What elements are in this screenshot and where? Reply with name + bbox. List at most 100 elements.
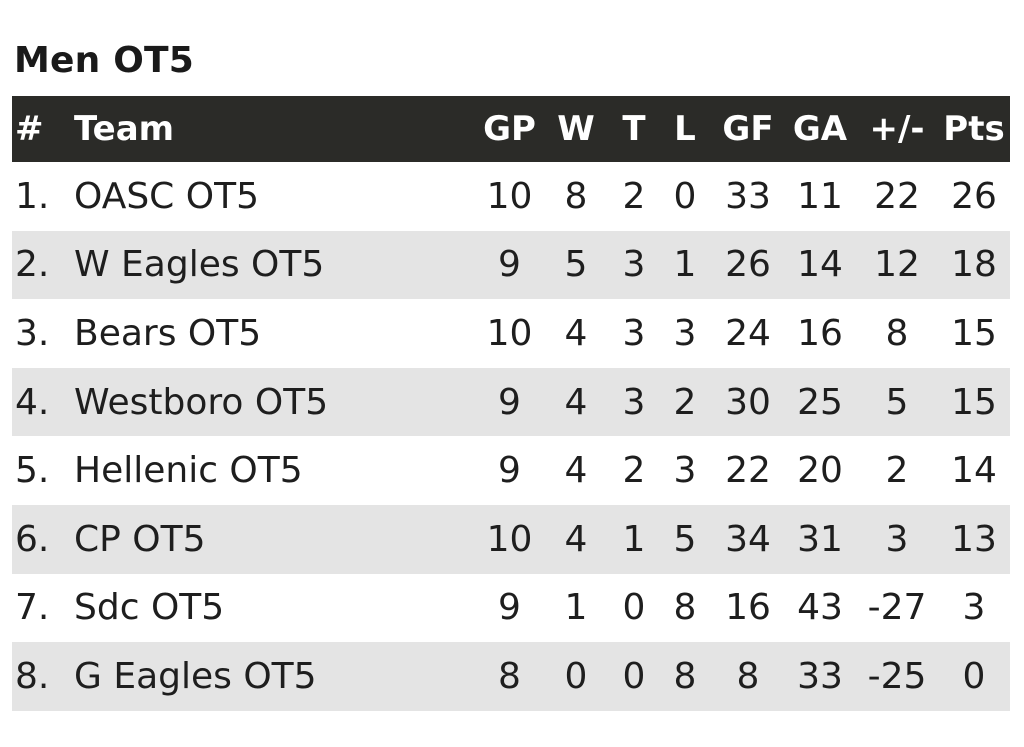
diff-cell: 3 <box>856 504 938 574</box>
t-cell: 0 <box>622 587 646 629</box>
diff-cell: 2 <box>885 450 909 492</box>
gp-cell: 8 <box>477 642 542 711</box>
pts-cell: 0 <box>938 642 1010 711</box>
table-row: 6. CP OT5 10 4 1 5 34 31 3 13 <box>12 504 1010 574</box>
column-header-w[interactable]: W <box>542 96 610 162</box>
rank-cell: 8. <box>12 642 72 711</box>
l-cell: 3 <box>673 450 697 492</box>
ga-cell: 14 <box>784 230 856 300</box>
gp-cell: 10 <box>486 312 533 354</box>
ga-cell: 11 <box>797 175 843 217</box>
column-header-gf[interactable]: GF <box>712 96 784 162</box>
diff-cell: 22 <box>874 175 920 217</box>
rank-cell: 5. <box>15 450 50 492</box>
pts-cell: 18 <box>938 230 1010 300</box>
column-header-l[interactable]: L <box>658 96 712 162</box>
column-header-diff[interactable]: +/- <box>856 96 938 162</box>
t-cell: 1 <box>610 504 658 574</box>
w-cell: 5 <box>542 230 610 300</box>
column-header-rank[interactable]: # <box>12 96 72 162</box>
pts-cell: 14 <box>951 450 997 492</box>
diff-cell: 5 <box>856 367 938 437</box>
t-cell: 0 <box>610 642 658 711</box>
l-cell: 3 <box>673 312 697 354</box>
ga-cell: 20 <box>797 450 843 492</box>
standings-table: # Team GP W T L GF GA +/- Pts 1. OASC OT… <box>12 96 1010 711</box>
team-cell[interactable]: Westboro OT5 <box>72 367 477 437</box>
team-cell[interactable]: W Eagles OT5 <box>72 230 477 300</box>
rank-cell: 3. <box>15 312 50 354</box>
diff-cell: 8 <box>885 312 909 354</box>
t-cell: 3 <box>610 230 658 300</box>
pts-cell: 3 <box>962 587 986 629</box>
l-cell: 1 <box>658 230 712 300</box>
column-header-ga[interactable]: GA <box>784 96 856 162</box>
gp-cell: 9 <box>498 450 521 492</box>
pts-cell: 15 <box>951 312 997 354</box>
column-header-pts[interactable]: Pts <box>938 96 1010 162</box>
gp-cell: 9 <box>498 587 521 629</box>
column-header-t[interactable]: T <box>610 96 658 162</box>
column-header-gp[interactable]: GP <box>477 96 542 162</box>
pts-cell: 26 <box>951 175 997 217</box>
table-row: 2. W Eagles OT5 9 5 3 1 26 14 12 18 <box>12 230 1010 300</box>
gf-cell: 26 <box>712 230 784 300</box>
table-row: 8. G Eagles OT5 8 0 0 8 8 33 -25 0 <box>12 642 1010 711</box>
ga-cell: 31 <box>784 504 856 574</box>
t-cell: 3 <box>610 367 658 437</box>
ga-cell: 25 <box>784 367 856 437</box>
w-cell: 1 <box>564 587 588 629</box>
ga-cell: 43 <box>797 587 843 629</box>
l-cell: 2 <box>658 367 712 437</box>
w-cell: 0 <box>542 642 610 711</box>
team-cell[interactable]: Bears OT5 <box>74 312 262 354</box>
gf-cell: 16 <box>725 587 771 629</box>
w-cell: 4 <box>542 504 610 574</box>
pts-cell: 13 <box>938 504 1010 574</box>
l-cell: 5 <box>658 504 712 574</box>
team-cell[interactable]: OASC OT5 <box>74 175 259 217</box>
gp-cell: 10 <box>477 504 542 574</box>
page-title: Men OT5 <box>14 40 195 81</box>
w-cell: 4 <box>564 450 588 492</box>
team-cell[interactable]: Sdc OT5 <box>74 587 225 629</box>
rank-cell: 2. <box>12 230 72 300</box>
gp-cell: 10 <box>486 175 533 217</box>
gp-cell: 9 <box>477 230 542 300</box>
gf-cell: 8 <box>712 642 784 711</box>
gf-cell: 34 <box>712 504 784 574</box>
table-row: 1. OASC OT5 10 8 2 0 33 11 22 26 <box>12 162 1010 231</box>
diff-cell: 12 <box>856 230 938 300</box>
gf-cell: 22 <box>725 450 771 492</box>
table-row: 7. Sdc OT5 9 1 0 8 16 43 -27 3 <box>12 574 1010 643</box>
table-header-row: # Team GP W T L GF GA +/- Pts <box>12 96 1010 162</box>
l-cell: 8 <box>673 587 697 629</box>
table-row: 4. Westboro OT5 9 4 3 2 30 25 5 15 <box>12 367 1010 437</box>
ga-cell: 16 <box>797 312 843 354</box>
t-cell: 2 <box>622 175 646 217</box>
diff-cell: -27 <box>867 587 927 629</box>
ga-cell: 33 <box>784 642 856 711</box>
pts-cell: 15 <box>938 367 1010 437</box>
team-cell[interactable]: G Eagles OT5 <box>72 642 477 711</box>
gf-cell: 24 <box>725 312 771 354</box>
gf-cell: 33 <box>725 175 771 217</box>
rank-cell: 1. <box>15 175 50 217</box>
table-row: 3. Bears OT5 10 4 3 3 24 16 8 15 <box>12 299 1010 368</box>
gf-cell: 30 <box>712 367 784 437</box>
rank-cell: 4. <box>12 367 72 437</box>
w-cell: 4 <box>542 367 610 437</box>
diff-cell: -25 <box>856 642 938 711</box>
l-cell: 0 <box>673 175 697 217</box>
team-cell[interactable]: Hellenic OT5 <box>74 450 303 492</box>
table-row: 5. Hellenic OT5 9 4 2 3 22 20 2 14 <box>12 436 1010 505</box>
team-cell[interactable]: CP OT5 <box>72 504 477 574</box>
rank-cell: 6. <box>12 504 72 574</box>
l-cell: 8 <box>658 642 712 711</box>
w-cell: 8 <box>564 175 588 217</box>
column-header-team[interactable]: Team <box>72 96 477 162</box>
t-cell: 2 <box>622 450 646 492</box>
gp-cell: 9 <box>477 367 542 437</box>
rank-cell: 7. <box>15 587 50 629</box>
w-cell: 4 <box>564 312 588 354</box>
